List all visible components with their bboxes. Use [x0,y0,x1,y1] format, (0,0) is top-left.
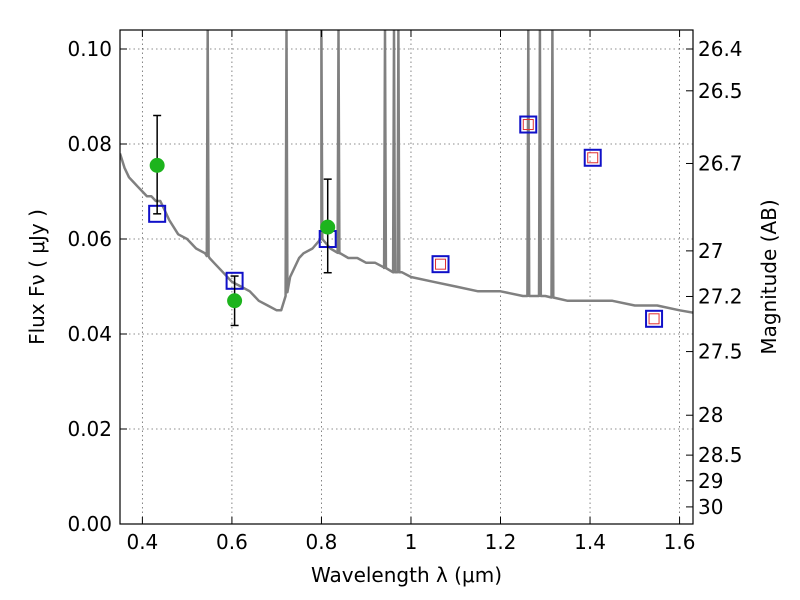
y-tick-label: 0.02 [67,417,112,441]
right-tick-label: 28 [698,403,723,427]
right-tick-label: 29 [698,469,723,493]
right-tick-label: 26.4 [698,37,743,61]
plot-area [120,30,693,328]
model-spectrum-line [120,30,693,314]
plot-frame [119,29,694,525]
right-tick-label: 27.2 [698,284,743,308]
x-tick-label: 1.4 [574,530,606,554]
model-photometry-box [583,148,602,167]
model-photometry-inner-box [522,119,534,131]
y-axis-label: Flux Fν ( μJy ) [25,209,49,345]
y-tick-label: 0.04 [67,322,112,346]
observed-flux-point [149,157,165,173]
model-photometry-box [519,115,538,134]
y-tick-label: 0.10 [67,37,112,61]
x-tick-label: 0.8 [306,530,338,554]
y-tick-label: 0.06 [67,227,112,251]
right-tick-label: 26.7 [698,151,743,175]
right-tick-label: 27 [698,239,723,263]
model-photometry-inner-box [648,313,660,325]
y-tick-label: 0.08 [67,132,112,156]
right-tick-label: 26.5 [698,79,743,103]
model-photometry-inner-box [435,258,447,270]
x-tick-label: 1.2 [485,530,517,554]
model-photometry-box [431,255,450,274]
right-axis-label: Magnitude (AB) [757,199,781,354]
x-tick-label: 1.6 [664,530,696,554]
x-tick-label: 1 [405,530,418,554]
model-photometry-inner-box [587,152,599,164]
y-tick-label: 0.00 [67,512,112,536]
model-photometry-box [645,309,664,328]
observed-flux-point [320,219,336,235]
right-tick-label: 27.5 [698,340,743,364]
right-tick-label: 30 [698,495,723,519]
x-axis-label: Wavelength λ (μm) [311,563,502,587]
x-tick-label: 0.4 [126,530,158,554]
observed-flux-point [227,293,243,309]
axes: 0.4 0.6 0.8 1 1.2 1.4 1.6 0.00 0.02 0.04 0.06 0.08 0… [67,30,743,554]
right-tick-label: 28.5 [698,443,743,467]
grid-lines [120,30,693,524]
x-tick-label: 0.6 [216,530,248,554]
